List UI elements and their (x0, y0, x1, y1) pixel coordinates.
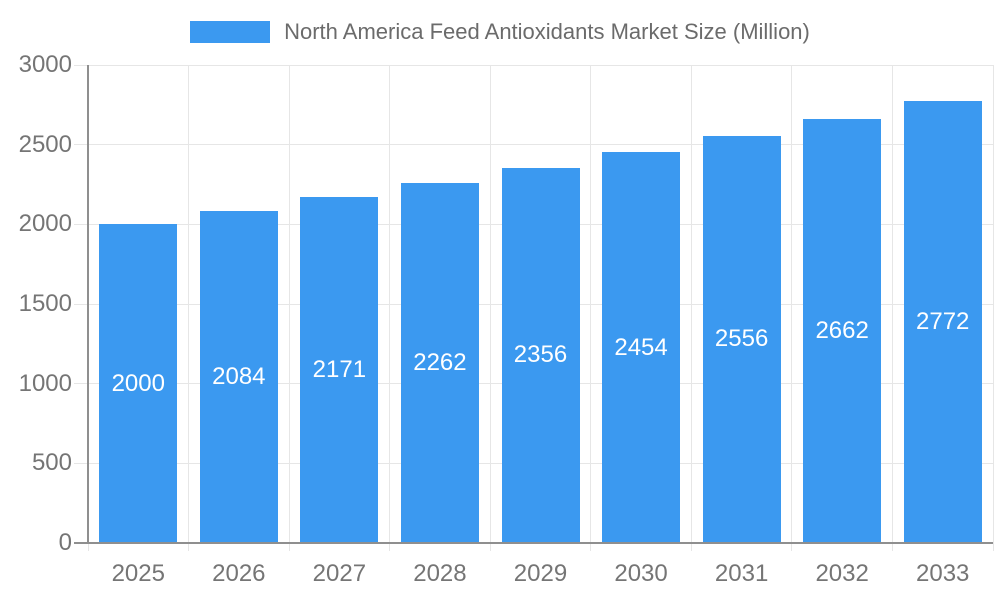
y-axis-tick-label: 500 (31, 449, 72, 477)
vertical-gridline (590, 65, 592, 551)
bar-value-label: 2556 (714, 325, 769, 353)
bar-2031[interactable]: 2556 (702, 135, 781, 543)
bar-value-label: 2171 (312, 356, 367, 384)
x-axis-tick-label: 2026 (212, 560, 266, 587)
vertical-gridline (188, 65, 190, 551)
x-axis-tick-label: 2033 (916, 560, 970, 587)
x-axis-tick-label: 2028 (413, 560, 467, 587)
x-axis-tick-label: 2025 (111, 560, 165, 587)
y-axis-tick-label: 3000 (18, 51, 72, 78)
vertical-gridline (87, 543, 89, 551)
y-axis-tick-label: 1500 (18, 290, 72, 317)
x-axis-tick-label: 2031 (714, 560, 769, 587)
bar-value-label: 2000 (111, 369, 165, 397)
y-axis-tick-label: 1000 (18, 369, 72, 397)
bar-2033[interactable]: 2772 (903, 101, 982, 543)
bar-2025[interactable]: 2000 (99, 224, 178, 543)
bar-value-label: 2356 (513, 341, 568, 369)
vertical-gridline (690, 65, 692, 551)
bar-value-label: 2084 (212, 362, 266, 390)
y-axis-tick-label: 0 (58, 529, 72, 556)
bar-2032[interactable]: 2662 (803, 118, 882, 543)
x-axis-tick-label: 2029 (513, 560, 568, 587)
bar-2030[interactable]: 2454 (602, 152, 681, 543)
vertical-gridline (992, 65, 994, 551)
x-axis-tick-label: 2032 (815, 560, 869, 587)
bar-value-label: 2454 (614, 333, 668, 361)
y-axis-tick-label: 2500 (18, 130, 72, 158)
vertical-gridline (791, 65, 793, 551)
x-axis-tick-label: 2030 (614, 560, 668, 587)
y-axis-line (87, 65, 89, 543)
legend-swatch-icon (190, 21, 271, 43)
bar-2028[interactable]: 2262 (400, 182, 479, 543)
vertical-gridline (389, 65, 391, 551)
x-axis-line (74, 542, 993, 544)
plot-area: 0 500 1000 1500 2000 2500 3000 2000 2025 2084 2026… (19, 51, 994, 587)
horizontal-gridline (74, 144, 993, 146)
vertical-gridline (891, 65, 893, 551)
bar-2026[interactable]: 2084 (199, 210, 278, 543)
bar-value-label: 2262 (413, 348, 467, 376)
bar-2027[interactable]: 2171 (300, 197, 379, 543)
vertical-gridline (489, 65, 491, 551)
bar-value-label: 2772 (916, 308, 970, 336)
legend[interactable]: North America Feed Antioxidants Market S… (0, 19, 1000, 45)
bar-2029[interactable]: 2356 (501, 167, 580, 543)
x-axis-tick-label: 2027 (312, 560, 367, 587)
vertical-gridline (288, 65, 290, 551)
y-axis-tick-label: 2000 (18, 210, 72, 238)
chart-title: North America Feed Antioxidants Market S… (284, 19, 810, 44)
horizontal-gridline (74, 64, 993, 66)
bar-value-label: 2662 (815, 316, 869, 344)
